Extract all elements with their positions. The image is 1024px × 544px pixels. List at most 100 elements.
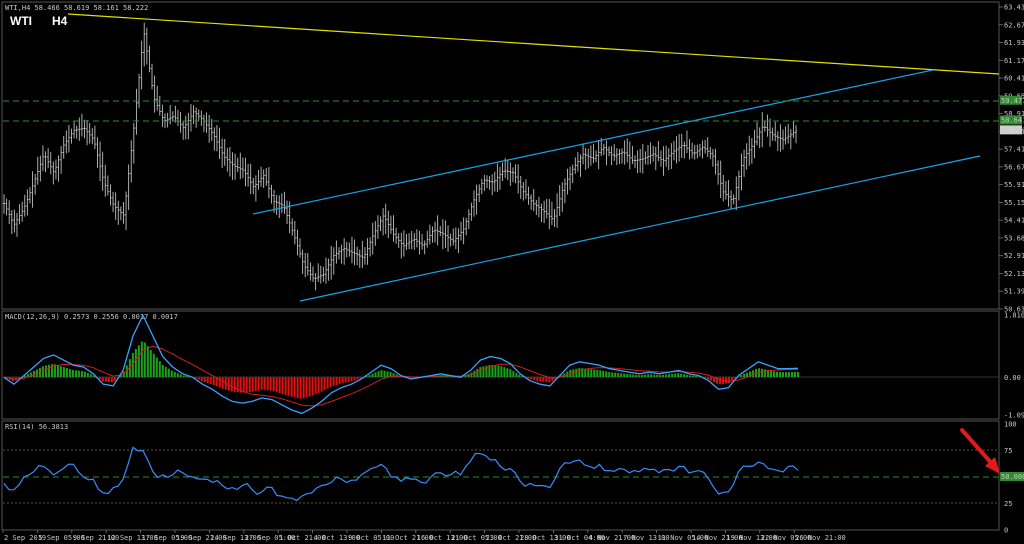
macd-histogram-bar: [578, 368, 581, 378]
macd-histogram-bar: [671, 373, 674, 378]
macd-histogram-bar: [749, 371, 752, 378]
macd-histogram-bar: [260, 377, 263, 390]
macd-histogram-bar: [665, 374, 668, 378]
time-tick-label: 14 Nov 21:00: [692, 534, 743, 542]
price-tick-label: 54.410: [1004, 217, 1024, 225]
macd-histogram-bar: [521, 376, 524, 378]
macd-histogram-bar: [194, 377, 197, 379]
macd-histogram-bar: [350, 377, 353, 382]
macd-histogram-bar: [200, 377, 203, 382]
rsi-tick-label: 75: [1004, 447, 1012, 455]
macd-histogram-bar: [548, 377, 551, 383]
macd-histogram-bar: [272, 377, 275, 392]
macd-histogram-bar: [707, 377, 710, 380]
macd-histogram-bar: [449, 376, 452, 378]
price-tick-label: 58.910: [1004, 110, 1024, 118]
macd-histogram: [3, 341, 799, 399]
price-tick-label: 53.680: [1004, 234, 1024, 242]
macd-histogram-bar: [659, 375, 662, 378]
time-tick-label: 19 Nov 13:00: [726, 534, 777, 542]
main-pane[interactable]: [1, 1, 1000, 310]
macd-histogram-bar: [791, 372, 794, 378]
macd-histogram-bar: [503, 367, 506, 378]
time-tick-label: 11 Nov 05:00: [658, 534, 709, 542]
macd-histogram-bar: [83, 371, 86, 378]
macd-histogram-bar: [353, 377, 356, 381]
time-tick-label: 12 Sep 13:00: [107, 534, 158, 542]
macd-histogram-bar: [80, 370, 83, 378]
macd-histogram-bar: [572, 369, 575, 378]
macd-histogram-bar: [413, 377, 416, 378]
time-tick-label: 5 Sep 05:00: [38, 534, 84, 542]
macd-histogram-bar: [338, 377, 341, 385]
macd-histogram-bar: [626, 373, 629, 378]
price-tick-label: 52.910: [1004, 252, 1024, 260]
rsi-label: RSI(14) 56.3813: [5, 423, 68, 431]
macd-histogram-bar: [461, 376, 464, 378]
price-tag-label: 58.641: [1001, 116, 1024, 124]
macd-histogram-bar: [242, 377, 245, 393]
time-tick-label: 21 Oct 05:00: [451, 534, 502, 542]
macd-histogram-bar: [500, 366, 503, 378]
channel-upper-line[interactable]: [252, 69, 934, 215]
macd-histogram-bar: [227, 377, 230, 391]
rsi-tick-label: 100: [1004, 421, 1017, 429]
macd-histogram-bar: [596, 369, 599, 378]
price-tick-label: 56.670: [1004, 163, 1024, 171]
macd-histogram-bar: [344, 377, 347, 383]
macd-pane[interactable]: [1, 310, 1000, 420]
rsi-tick-label: 0: [1004, 527, 1008, 535]
macd-histogram-bar: [452, 376, 455, 378]
macd-histogram-bar: [326, 377, 329, 389]
macd-histogram-bar: [683, 374, 686, 378]
macd-histogram-bar: [392, 373, 395, 378]
macd-histogram-bar: [575, 368, 578, 378]
macd-histogram-bar: [734, 377, 737, 379]
rsi-pane[interactable]: [1, 420, 1000, 531]
macd-histogram-bar: [68, 368, 71, 378]
price-tick-label: 63.430: [1004, 4, 1024, 12]
macd-histogram-bar: [371, 373, 374, 378]
yellow-trendline[interactable]: [67, 13, 1000, 75]
macd-histogram-bar: [287, 377, 290, 396]
macd-histogram-bar: [131, 352, 134, 378]
price-tick-label: 55.150: [1004, 199, 1024, 207]
macd-histogram-bar: [110, 377, 113, 383]
macd-histogram-bar: [356, 377, 359, 380]
macd-histogram-bar: [629, 374, 632, 378]
macd-histogram-bar: [635, 374, 638, 378]
macd-histogram-bar: [662, 374, 665, 378]
time-tick-label: 27 Sep 05:00: [245, 534, 296, 542]
macd-histogram-bar: [158, 361, 161, 378]
macd-histogram-bar: [257, 377, 260, 391]
macd-histogram-bar: [533, 377, 536, 381]
macd-histogram-bar: [767, 370, 770, 378]
macd-histogram-bar: [50, 364, 53, 378]
macd-histogram-bar: [473, 370, 476, 378]
macd-histogram-bar: [410, 377, 413, 379]
rsi-current-tag: [1000, 472, 1024, 481]
macd-histogram-bar: [689, 375, 692, 378]
macd-histogram-bar: [86, 372, 89, 378]
channel-lower-line[interactable]: [299, 155, 981, 302]
price-tag-label: 59.477: [1001, 97, 1024, 105]
macd-histogram-bar: [335, 377, 338, 385]
macd-histogram-bar: [278, 377, 281, 394]
macd-histogram-bar: [467, 374, 470, 378]
macd-histogram-bar: [593, 369, 596, 378]
macd-histogram-bar: [401, 376, 404, 378]
macd-histogram-bar: [743, 373, 746, 378]
macd-histogram-bar: [488, 365, 491, 378]
symbol-label: WTI: [10, 14, 32, 28]
macd-histogram-bar: [479, 366, 482, 378]
macd-histogram-bar: [101, 377, 104, 382]
macd-histogram-bar: [614, 372, 617, 378]
macd-histogram-bar: [62, 367, 65, 378]
macd-histogram-bar: [752, 370, 755, 378]
macd-histogram-bar: [275, 377, 278, 393]
time-tick-label: 23 Oct 21:00: [486, 534, 537, 542]
macd-histogram-bar: [710, 377, 713, 381]
macd-histogram-bar: [764, 369, 767, 378]
